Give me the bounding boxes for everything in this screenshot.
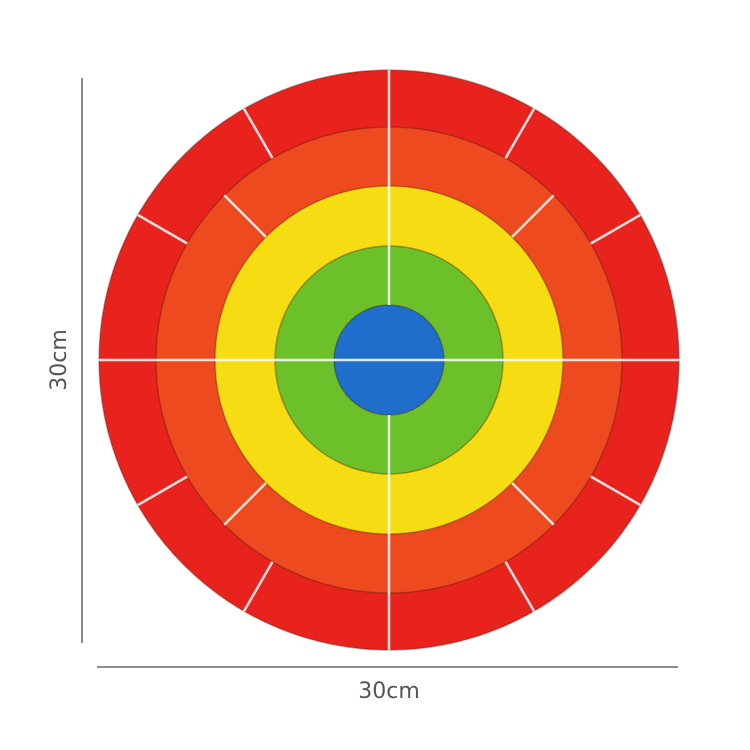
block-seam — [504, 561, 536, 612]
block-seam — [590, 213, 641, 245]
block-seam — [223, 194, 267, 238]
block-seam — [511, 482, 555, 526]
width-label: 30cm — [358, 679, 420, 704]
block-seam — [242, 561, 274, 612]
height-label: 30cm — [47, 329, 72, 391]
block-seam — [137, 475, 188, 507]
block-seam — [223, 482, 267, 526]
block-seam — [137, 213, 188, 245]
block-seam — [504, 108, 536, 159]
block-seam — [511, 194, 555, 238]
block-seam — [242, 108, 274, 159]
block-seam — [590, 475, 641, 507]
rainbow-blocks — [98, 69, 680, 651]
